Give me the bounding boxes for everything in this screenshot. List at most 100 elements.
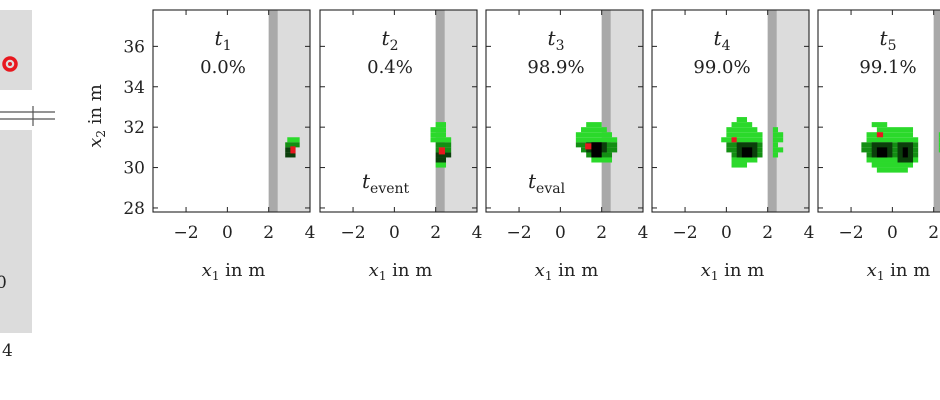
event-annotation-symbol: t [528, 169, 537, 193]
occupancy-cell [741, 147, 753, 158]
x-axis-title: x1 in m [701, 260, 765, 283]
panel-frame [817, 9, 940, 213]
occupancy-cell [772, 137, 784, 143]
occupancy-cell [736, 117, 748, 123]
x-axis-title-symbol: x [202, 260, 212, 281]
x-axis-title-sub: 1 [711, 269, 719, 283]
panel-frame [651, 9, 810, 213]
shaded-region-edge [601, 10, 611, 212]
shaded-region-edge [767, 10, 777, 212]
ego-marker [731, 137, 737, 143]
x-axis-title-unit: in m [718, 260, 764, 281]
occupancy-cell [591, 157, 613, 163]
time-label: t5 [880, 26, 897, 54]
shaded-region-edge [268, 10, 278, 212]
probability-label: 99.1% [859, 57, 916, 78]
x-tick-label: 0 [222, 223, 233, 243]
probability-label: 0.4% [367, 57, 413, 78]
x-tick-label: 4 [638, 223, 649, 243]
x-tick-label: 2 [430, 223, 441, 243]
event-annotation: teval [528, 169, 566, 197]
event-annotation: tevent [362, 169, 410, 197]
occupancy-cell [581, 127, 607, 133]
occupancy-cell [772, 132, 784, 138]
occupancy-cell [876, 147, 888, 158]
occupancy-cell [435, 152, 452, 158]
occupancy-cell [430, 132, 447, 138]
occupancy-cell [772, 142, 779, 148]
occupancy-cell [938, 132, 940, 138]
x-axis-title-symbol: x [535, 260, 545, 281]
x-axis-title-symbol: x [369, 260, 379, 281]
x-tick-label: 0 [887, 223, 898, 243]
panel-plot-area [861, 10, 940, 212]
time-label: t1 [215, 26, 232, 54]
time-label-symbol: t [548, 26, 557, 50]
time-label: t2 [382, 26, 399, 54]
time-label-symbol: t [714, 26, 723, 50]
time-label: t4 [714, 26, 731, 54]
event-annotation-symbol: t [362, 169, 371, 193]
ego-marker [290, 146, 296, 154]
occupancy-cell [938, 142, 940, 148]
left-target-marker [2, 56, 18, 72]
occupancy-cell [285, 142, 300, 148]
event-annotation-sub: eval [536, 181, 566, 197]
occupancy-cell [586, 122, 602, 128]
occupancy-cell [871, 162, 914, 168]
occupancy-cell [866, 132, 914, 138]
occupancy-cell [772, 152, 779, 158]
x-tick-label: 2 [928, 223, 939, 243]
x-tick-label: −2 [673, 223, 698, 243]
occupancy-cell [435, 157, 447, 163]
x-tick-label: −2 [174, 223, 199, 243]
panel-plot-area [721, 10, 809, 212]
panel-frame [152, 9, 311, 213]
occupancy-cell [430, 137, 452, 143]
occupancy-cell [772, 127, 779, 133]
event-annotation-sub: event [370, 181, 409, 197]
x-axis-title-unit: in m [884, 260, 930, 281]
occupancy-cell [726, 132, 763, 138]
x-tick-label: 4 [472, 223, 483, 243]
x-tick-label: 0 [555, 223, 566, 243]
shaded-region-edge [435, 10, 445, 212]
x-tick-label: −2 [341, 223, 366, 243]
occupancy-cell [938, 137, 940, 143]
time-label-symbol: t [215, 26, 224, 50]
time-label-index: 5 [888, 38, 897, 54]
probability-label: 99.0% [693, 57, 750, 78]
x-axis-title: x1 in m [867, 260, 931, 283]
shaded-region-edge [933, 10, 940, 212]
occupancy-cell [287, 137, 300, 143]
occupancy-cell [938, 147, 940, 153]
occupancy-cell [902, 147, 908, 158]
occupancy-cell [575, 132, 613, 138]
occupancy-cell [726, 127, 758, 133]
occupancy-cell [876, 167, 908, 173]
x-tick-label: 4 [305, 223, 316, 243]
occupancy-cell [876, 127, 914, 133]
left-gap [0, 90, 58, 130]
occupancy-cell [772, 147, 784, 153]
probability-label: 0.0% [200, 57, 246, 78]
x-tick-label: −2 [839, 223, 864, 243]
x-tick-label: 2 [263, 223, 274, 243]
ego-marker [876, 132, 884, 138]
y-tick-label: 30 [123, 159, 145, 179]
time-label-index: 1 [223, 38, 232, 54]
left-target-marker-center [8, 62, 12, 66]
left-fragment: 0 4 [0, 10, 58, 361]
y-tick-label: 36 [123, 37, 145, 57]
occupancy-cell [430, 127, 447, 133]
probability-label: 98.9% [527, 57, 584, 78]
panel-plot-area [430, 10, 477, 212]
ego-marker [585, 143, 592, 150]
x-axis-title: x1 in m [535, 260, 599, 283]
